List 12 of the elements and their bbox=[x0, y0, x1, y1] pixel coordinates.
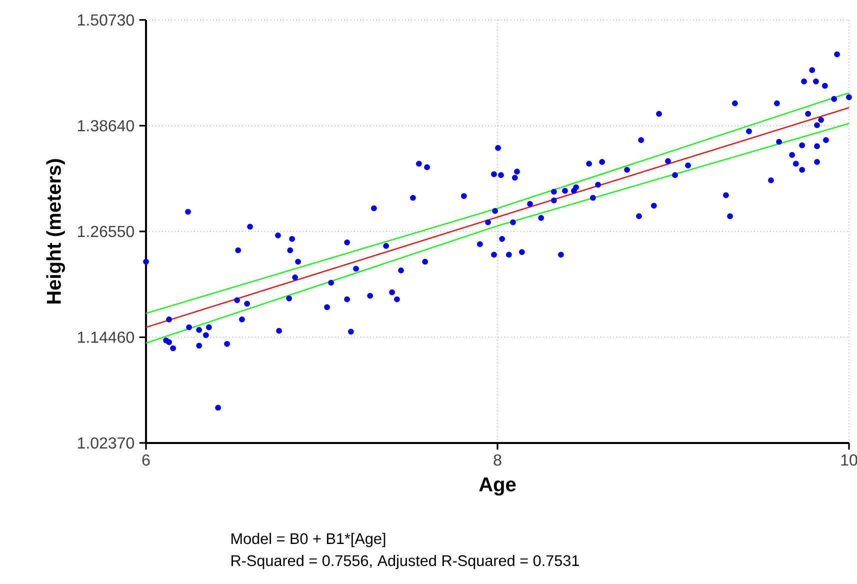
x-tick-label: 6 bbox=[142, 454, 150, 466]
x-axis-title: Age bbox=[479, 478, 516, 496]
x-tick-label: 10 bbox=[841, 454, 857, 466]
y-tick-label: 1.38640 bbox=[78, 120, 134, 132]
y-tick-label: 1.02370 bbox=[78, 437, 134, 449]
y-tick-label: 1.14460 bbox=[78, 332, 134, 343]
y-tick-label: 1.50730 bbox=[78, 14, 134, 26]
text: Model = B0 + B1*[Age] bbox=[232, 532, 386, 548]
text: R-Squared = 0.7556, Adjusted R-Squared = 0.7531 bbox=[232, 554, 579, 570]
y-tick-label: 1.26550 bbox=[78, 226, 134, 238]
x-tick-label: 8 bbox=[494, 454, 502, 466]
y-axis-title: Height (meters) bbox=[46, 159, 65, 304]
